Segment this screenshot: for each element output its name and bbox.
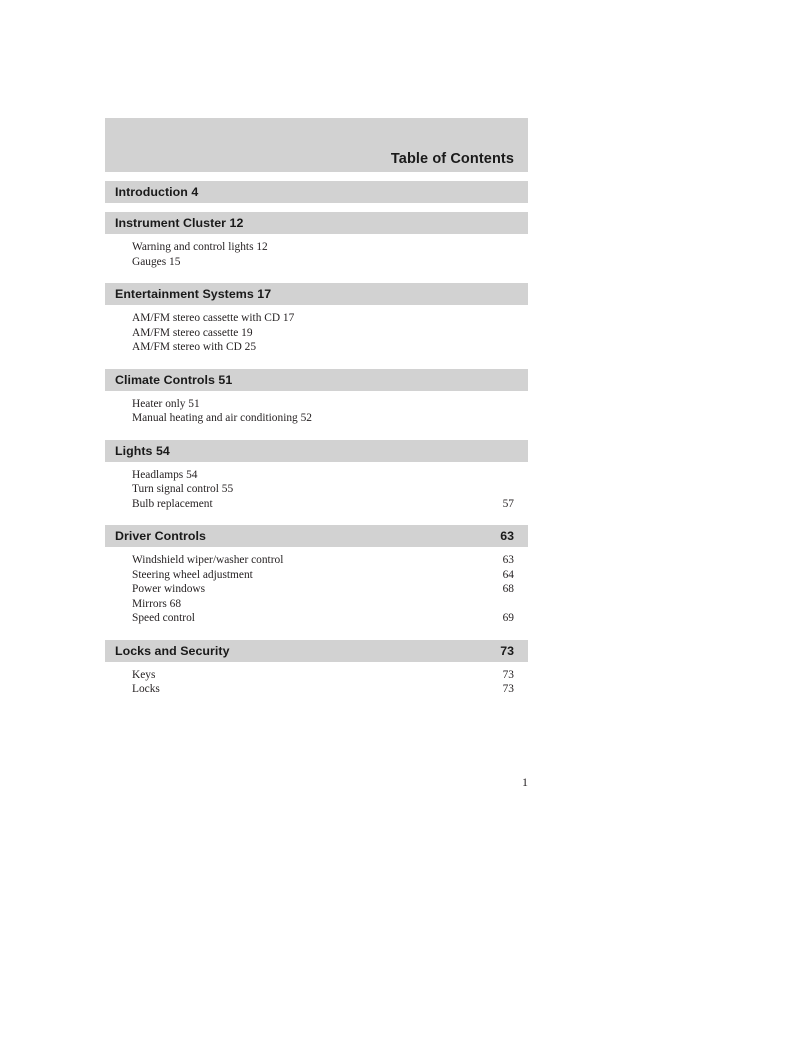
toc-entry[interactable]: Heater only 51 (105, 397, 528, 412)
toc-entry-label: AM/FM stereo with CD 25 (132, 341, 257, 353)
toc-entry[interactable]: AM/FM stereo with CD 25 (105, 340, 528, 355)
table-of-contents: Table of Contents Introduction 4 Instrume… (105, 118, 528, 702)
toc-entry[interactable]: Warning and control lights 12 (105, 240, 528, 255)
toc-entry-label: Warning and control lights 12 (132, 241, 268, 253)
toc-entry-label: Heater only 51 (132, 397, 200, 410)
toc-entry[interactable]: Turn signal control 55 (105, 482, 528, 497)
section-entry-list: AM/FM stereo cassette with CD 17 AM/FM st… (105, 305, 528, 360)
toc-entry-label: Mirrors 68 (132, 597, 182, 610)
toc-entry-label: Windshield wiper/washer control (132, 554, 284, 566)
section-heading[interactable]: Instrument Cluster 12 (105, 212, 528, 234)
toc-entry-label: Manual heating and air conditioning 52 (132, 412, 312, 424)
toc-entry-page-number: 69 (502, 612, 514, 624)
toc-entry[interactable]: Speed control 69 (105, 611, 528, 626)
section-heading[interactable]: Introduction 4 (105, 181, 528, 203)
section-title: Introduction 4 (115, 185, 199, 199)
toc-entry[interactable]: Locks 73 (105, 682, 528, 697)
toc-entry-page-number: 57 (502, 497, 514, 510)
toc-header-band: Table of Contents (105, 118, 528, 172)
toc-entry[interactable]: Power windows 68 (105, 582, 528, 597)
page-title: Table of Contents (390, 151, 514, 167)
section-page-number: 63 (500, 529, 514, 543)
section-page-number: 73 (500, 643, 514, 658)
toc-entry-label: Headlamps 54 (132, 468, 198, 481)
toc-entry-label: Locks (132, 683, 160, 695)
toc-entry-label: Gauges 15 (132, 255, 181, 268)
toc-entry[interactable]: Bulb replacement 57 (105, 497, 528, 512)
section-entry-list: Heater only 51 Manual heating and air con… (105, 391, 528, 431)
section-entry-list: Keys 73 Locks 73 (105, 662, 528, 702)
section-entry-list: Headlamps 54 Turn signal control 55 Bulb r… (105, 462, 528, 517)
section-title: Entertainment Systems 17 (115, 287, 272, 301)
section-title: Climate Controls 51 (115, 372, 233, 387)
section-entry-list: Windshield wiper/washer control 63 Steerin… (105, 547, 528, 631)
toc-entry-label: Power windows (132, 583, 206, 595)
section-title: Driver Controls (115, 529, 206, 543)
section-entry-list: Warning and control lights 12 Gauges 15 (105, 234, 528, 274)
toc-entry[interactable]: Headlamps 54 (105, 468, 528, 483)
toc-sections: Introduction 4 Instrument Cluster 12 Warni… (105, 181, 528, 702)
section-title: Lights 54 (115, 443, 170, 458)
toc-entry[interactable]: Mirrors 68 (105, 597, 528, 612)
toc-entry-label: Turn signal control 55 (132, 483, 234, 495)
section-heading[interactable]: Driver Controls 63 (105, 525, 528, 547)
toc-entry-label: Keys (132, 668, 156, 681)
toc-entry[interactable]: Manual heating and air conditioning 52 (105, 411, 528, 426)
section-title: Instrument Cluster 12 (115, 216, 244, 230)
toc-entry-page-number: 73 (502, 668, 514, 681)
toc-entry[interactable]: Steering wheel adjustment 64 (105, 568, 528, 583)
page-number-folio: 1 (522, 775, 528, 789)
toc-entry[interactable]: AM/FM stereo cassette with CD 17 (105, 311, 528, 326)
section-heading[interactable]: Locks and Security 73 (105, 639, 528, 662)
toc-entry-page-number: 68 (502, 583, 514, 595)
toc-entry-page-number: 63 (502, 554, 514, 566)
toc-entry-page-number: 64 (502, 568, 514, 581)
toc-entry-label: Bulb replacement (132, 497, 213, 510)
section-heading[interactable]: Lights 54 (105, 439, 528, 462)
section-title: Locks and Security (115, 643, 230, 658)
toc-entry[interactable]: AM/FM stereo cassette 19 (105, 326, 528, 341)
toc-entry-label: AM/FM stereo cassette 19 (132, 326, 253, 339)
toc-entry-page-number: 73 (502, 683, 514, 695)
section-heading[interactable]: Climate Controls 51 (105, 368, 528, 391)
toc-entry[interactable]: Windshield wiper/washer control 63 (105, 553, 528, 568)
toc-entry[interactable]: Keys 73 (105, 668, 528, 683)
toc-entry-label: Speed control (132, 612, 195, 624)
toc-entry[interactable]: Gauges 15 (105, 255, 528, 270)
section-heading[interactable]: Entertainment Systems 17 (105, 283, 528, 305)
toc-entry-label: AM/FM stereo cassette with CD 17 (132, 312, 295, 324)
toc-entry-label: Steering wheel adjustment (132, 568, 253, 581)
